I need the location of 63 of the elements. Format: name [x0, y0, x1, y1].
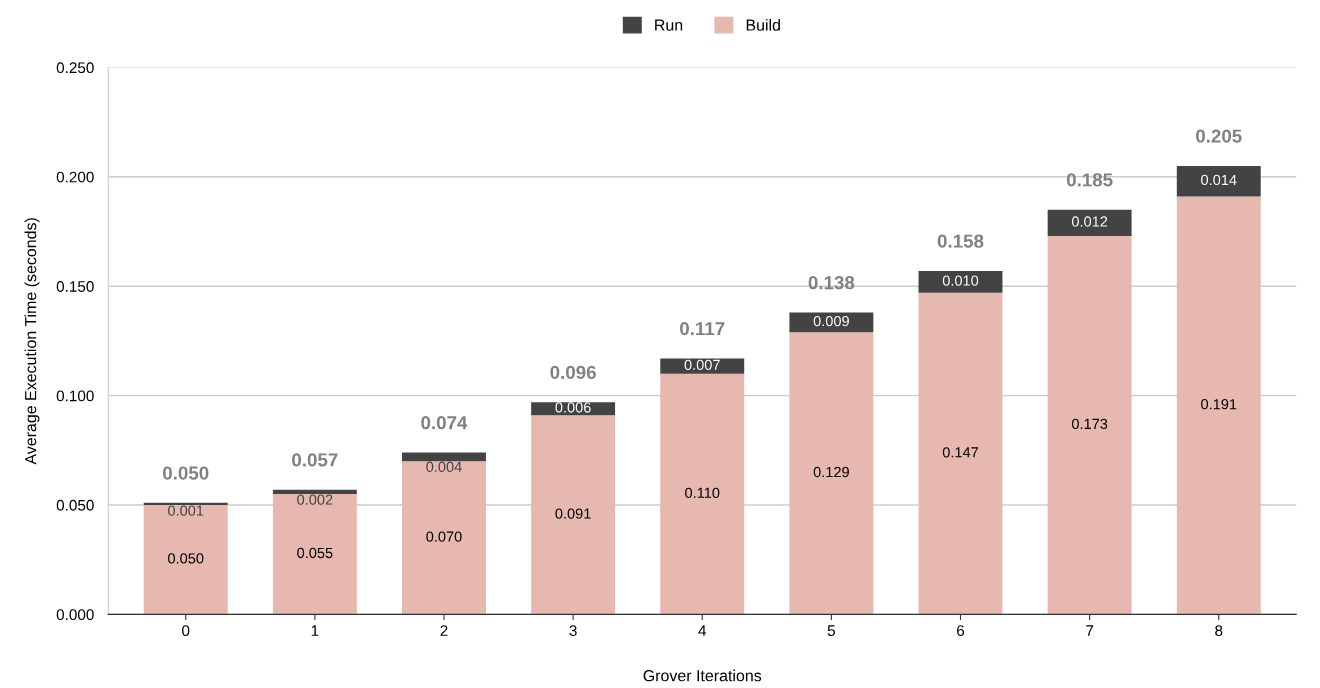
x-tick-label: 1 — [311, 625, 319, 636]
bar — [918, 292, 1003, 615]
bar — [272, 489, 357, 495]
total-label: 0.158 — [937, 234, 984, 248]
x-tick-label: 0 — [182, 625, 190, 637]
x-tick-label: 3 — [569, 625, 577, 637]
x-tick-label: 2 — [440, 625, 448, 636]
x-axis-title: Grover Iterations — [643, 669, 762, 682]
bar — [402, 452, 486, 462]
y-tick-label: 0.250 — [56, 62, 94, 74]
bar — [789, 312, 874, 333]
total-label: 0.050 — [163, 466, 209, 480]
bar — [918, 270, 1003, 293]
data-label: 0.191 — [1201, 399, 1237, 410]
y-tick-label: 0.000 — [56, 609, 94, 621]
data-label: 0.009 — [813, 315, 849, 327]
bar — [1176, 165, 1261, 197]
bar — [1176, 196, 1261, 615]
legend-label: Run — [655, 19, 683, 31]
x-tick-label: 8 — [1215, 625, 1223, 637]
data-label: 0.014 — [1201, 174, 1237, 186]
x-tick-label: 6 — [957, 625, 965, 637]
data-label: 0.007 — [684, 359, 720, 370]
data-label: 0.001 — [168, 505, 204, 516]
data-label: 0.173 — [1071, 418, 1108, 430]
bar — [402, 461, 486, 615]
data-label: 0.110 — [685, 487, 720, 498]
data-label: 0.010 — [942, 275, 979, 286]
bar — [789, 332, 874, 615]
total-label: 0.138 — [808, 276, 855, 290]
data-label: 0.129 — [813, 466, 849, 478]
y-axis-title: Average Execution Time (seconds) — [24, 218, 40, 465]
y-tick-label: 0.100 — [56, 390, 94, 402]
data-label: 0.004 — [426, 461, 462, 472]
y-tick-label: 0.050 — [56, 499, 94, 511]
data-label: 0.091 — [555, 508, 591, 519]
total-label: 0.205 — [1196, 129, 1242, 143]
y-tick-label: 0.200 — [56, 171, 94, 183]
bar — [660, 373, 745, 615]
x-tick-label: 5 — [827, 625, 835, 637]
bar — [1047, 235, 1132, 615]
y-tick-label: 0.150 — [56, 281, 94, 292]
data-label: 0.012 — [1071, 216, 1108, 227]
total-label: 0.057 — [292, 453, 338, 467]
bar — [531, 415, 616, 615]
total-label: 0.096 — [550, 365, 596, 380]
data-label: 0.070 — [426, 531, 462, 542]
data-label: 0.050 — [168, 553, 204, 564]
bar — [143, 504, 228, 615]
x-tick-label: 7 — [1086, 625, 1094, 636]
bar — [272, 494, 357, 615]
bar — [1047, 209, 1132, 236]
data-label: 0.002 — [297, 494, 333, 505]
legend-label: Build — [746, 19, 780, 31]
data-label: 0.147 — [942, 447, 979, 458]
total-label: 0.185 — [1066, 173, 1113, 187]
data-label: 0.055 — [297, 547, 333, 559]
total-label: 0.117 — [680, 321, 725, 336]
total-label: 0.074 — [421, 416, 468, 430]
bar — [143, 502, 228, 505]
data-label: 0.006 — [555, 402, 591, 413]
x-tick-label: 4 — [698, 625, 707, 636]
bar — [660, 358, 745, 374]
